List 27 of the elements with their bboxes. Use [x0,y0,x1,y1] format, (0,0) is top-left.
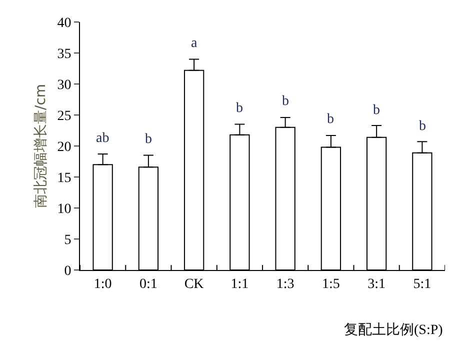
x-tick-label: 1:3 [276,276,294,292]
y-axis-title: 南北冠幅增长量/cm [32,84,49,208]
y-tick-label: 0 [64,264,72,279]
y-tick-label: 15 [57,170,72,186]
y-tick-label: 10 [57,202,72,217]
annotation: b [145,132,152,147]
x-tick-label: CK [184,276,204,292]
x-tick-label: 3:1 [368,276,386,292]
annotation: b [327,112,334,127]
annotation: a [191,36,198,51]
x-tick-label: 1:1 [230,276,249,292]
y-tick-label: 20 [57,140,72,155]
annotation: b [419,119,426,134]
annotation: b [236,101,243,116]
x-tick-label: 1:5 [322,276,340,292]
x-tick-label: 0:1 [139,276,158,292]
y-tick-label: 35 [57,46,72,62]
x-axis-title: 复配土比例(S:P) [344,322,444,338]
y-tick-label: 40 [57,16,72,31]
x-tick-label: 5:1 [413,276,432,292]
y-tick-label: 25 [57,108,72,124]
x-tick-label: 1:0 [94,276,112,292]
annotation: b [373,103,380,118]
y-tick-label: 5 [64,232,72,248]
annotation: b [282,94,289,109]
y-tick-label: 30 [57,78,72,93]
annotation: ab [96,131,110,146]
